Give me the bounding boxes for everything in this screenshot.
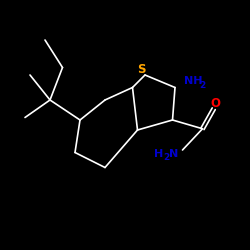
Text: S: S xyxy=(137,63,145,76)
Text: O: O xyxy=(210,97,220,110)
Text: 2: 2 xyxy=(200,81,206,90)
Text: 2: 2 xyxy=(164,154,170,162)
Text: H: H xyxy=(154,149,163,159)
Text: N: N xyxy=(170,149,179,159)
Text: NH: NH xyxy=(184,76,202,86)
